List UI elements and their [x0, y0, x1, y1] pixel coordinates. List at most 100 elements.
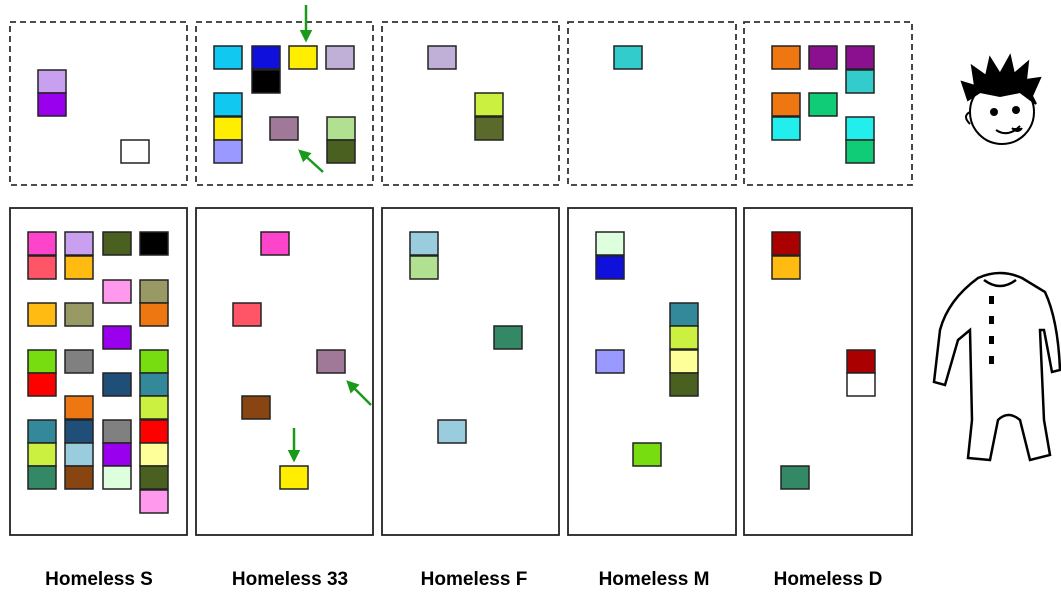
item-square	[326, 139, 356, 164]
item-square	[213, 45, 243, 70]
item-square	[241, 395, 271, 420]
panel-label: Homeless 33	[232, 569, 348, 590]
item-square	[213, 92, 243, 117]
item-square	[102, 279, 132, 304]
item-square	[139, 349, 169, 374]
boy-face-icon	[960, 53, 1042, 145]
item-square	[139, 302, 169, 327]
item-square	[325, 45, 355, 70]
item-square	[27, 349, 57, 374]
arrow	[346, 380, 372, 406]
item-square	[102, 465, 132, 490]
item-square	[27, 231, 57, 256]
item-square	[771, 92, 801, 117]
frames	[9, 21, 913, 536]
panel-label: Homeless S	[45, 569, 153, 590]
item-square	[139, 395, 169, 420]
item-square	[669, 349, 699, 374]
item-square	[845, 116, 875, 141]
item-square	[102, 325, 132, 350]
item-square	[316, 349, 346, 374]
panel-label: Homeless F	[421, 569, 528, 590]
item-square	[27, 442, 57, 467]
item-square	[213, 139, 243, 164]
item-square	[102, 442, 132, 467]
item-square	[808, 92, 838, 117]
item-square	[139, 231, 169, 256]
item-square	[139, 465, 169, 490]
item-square	[427, 45, 457, 70]
top-panel	[567, 21, 737, 186]
item-square	[102, 372, 132, 397]
item-square	[102, 231, 132, 256]
item-square	[37, 92, 67, 117]
item-square	[771, 45, 801, 70]
item-square	[64, 395, 94, 420]
item-square	[845, 139, 875, 164]
item-square	[269, 116, 299, 141]
item-square	[409, 255, 439, 280]
item-square	[27, 419, 57, 444]
item-square	[64, 419, 94, 444]
item-square	[139, 279, 169, 304]
item-square	[595, 255, 625, 280]
squares	[27, 45, 876, 514]
panel-label: Homeless M	[599, 569, 710, 590]
item-square	[120, 139, 150, 164]
item-square	[64, 255, 94, 280]
item-square	[251, 69, 281, 94]
item-square	[139, 489, 169, 514]
bottom-panel	[9, 207, 188, 536]
item-square	[139, 372, 169, 397]
item-square	[232, 302, 262, 327]
top-panel	[381, 21, 560, 186]
item-square	[37, 69, 67, 94]
item-square	[669, 372, 699, 397]
item-square	[139, 442, 169, 467]
item-square	[780, 465, 810, 490]
item-square	[474, 116, 504, 141]
item-square	[669, 302, 699, 327]
item-square	[260, 231, 290, 256]
item-square	[771, 255, 801, 280]
panel-label: Homeless D	[774, 569, 883, 590]
item-square	[64, 465, 94, 490]
item-square	[845, 69, 875, 94]
item-square	[613, 45, 643, 70]
item-square	[669, 325, 699, 350]
item-square	[474, 92, 504, 117]
item-square	[846, 372, 876, 397]
baby-outfit-icon	[932, 271, 1061, 462]
item-square	[288, 45, 318, 70]
arrow	[298, 149, 324, 173]
item-square	[213, 116, 243, 141]
item-square	[251, 45, 281, 70]
item-square	[595, 349, 625, 374]
item-square	[846, 349, 876, 374]
item-square	[595, 231, 625, 256]
item-square	[771, 231, 801, 256]
item-square	[279, 465, 309, 490]
labels: Homeless S Homeless 33 Homeless F Homeless …	[45, 569, 882, 590]
bottom-panel	[743, 207, 913, 536]
item-square	[102, 419, 132, 444]
item-square	[64, 442, 94, 467]
bottom-panel	[195, 207, 374, 536]
item-square	[27, 255, 57, 280]
item-square	[771, 116, 801, 141]
item-square	[64, 231, 94, 256]
item-square	[139, 419, 169, 444]
top-panel	[9, 21, 188, 186]
top-panel	[743, 21, 913, 186]
item-square	[64, 302, 94, 327]
item-square	[845, 45, 875, 70]
item-square	[326, 116, 356, 141]
item-square	[632, 442, 662, 467]
arrows	[287, 5, 372, 463]
item-square	[64, 349, 94, 374]
item-square	[27, 302, 57, 327]
item-square	[493, 325, 523, 350]
item-square	[27, 465, 57, 490]
item-square	[409, 231, 439, 256]
